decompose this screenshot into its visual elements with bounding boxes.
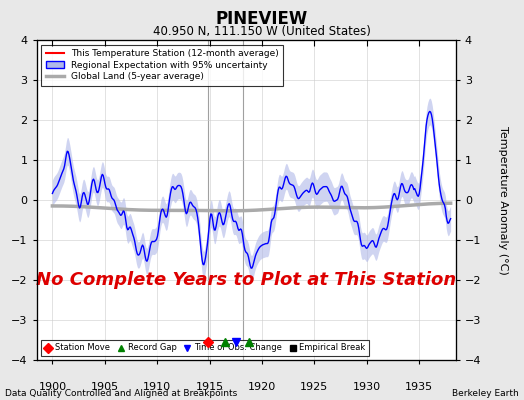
Text: 1925: 1925 [300,382,329,392]
Y-axis label: Temperature Anomaly (°C): Temperature Anomaly (°C) [498,126,508,274]
Text: 1915: 1915 [195,382,224,392]
Legend: Station Move, Record Gap, Time of Obs. Change, Empirical Break: Station Move, Record Gap, Time of Obs. C… [41,340,369,356]
Text: 1930: 1930 [353,382,381,392]
Text: 1905: 1905 [91,382,119,392]
Text: 40.950 N, 111.150 W (United States): 40.950 N, 111.150 W (United States) [153,25,371,38]
Text: Data Quality Controlled and Aligned at Breakpoints: Data Quality Controlled and Aligned at B… [5,389,237,398]
Text: No Complete Years to Plot at This Station: No Complete Years to Plot at This Statio… [36,271,456,289]
Text: PINEVIEW: PINEVIEW [216,10,308,28]
Text: 1910: 1910 [143,382,171,392]
Text: 1900: 1900 [38,382,67,392]
Text: Berkeley Earth: Berkeley Earth [452,389,519,398]
Text: 1920: 1920 [248,382,276,392]
Text: 1935: 1935 [405,382,433,392]
